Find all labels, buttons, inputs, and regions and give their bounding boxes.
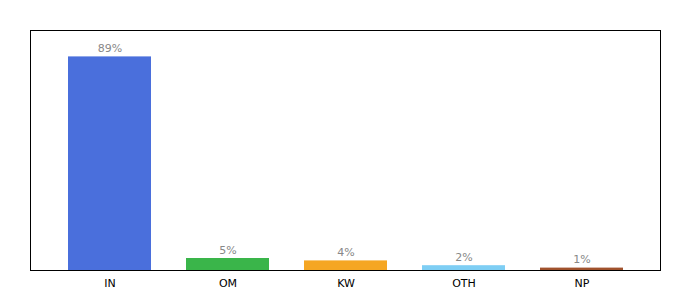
svg-text:2%: 2% [455,251,472,264]
svg-text:KW: KW [337,277,355,290]
svg-text:89%: 89% [98,42,122,55]
svg-text:IN: IN [104,277,115,290]
svg-text:1%: 1% [573,253,590,266]
svg-text:5%: 5% [219,244,236,257]
svg-text:4%: 4% [337,246,354,259]
svg-text:NP: NP [575,277,590,290]
svg-text:OTH: OTH [452,277,476,290]
svg-text:OM: OM [219,277,237,290]
